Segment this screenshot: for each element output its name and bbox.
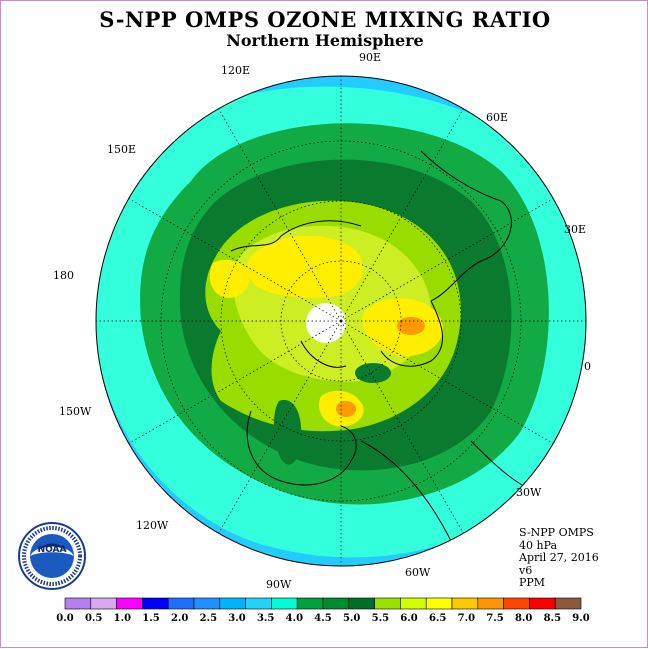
date-label: April 27, 2016: [519, 551, 599, 565]
colorbar-swatch: [219, 597, 246, 610]
longitude-label-90w: 90W: [266, 578, 292, 591]
page-subtitle: Northern Hemisphere: [226, 31, 424, 50]
map-disc-outline: [95, 75, 587, 567]
colorbar-swatch: [503, 597, 530, 610]
graticule: [96, 76, 586, 566]
longitude-label-150e: 150E: [107, 143, 136, 156]
colorbar-tick-label: 3.0: [228, 613, 245, 624]
longitude-label-30e: 30E: [564, 223, 586, 236]
colorbar-swatch: [529, 597, 556, 610]
longitude-label-180: 180: [53, 269, 74, 282]
colorbar: 0.0 0.5 1.0 1.5 2.0 2.5 3.0 3.5 4.0 4.5 5.0 5.5 6.0 6…: [56, 597, 590, 624]
colorbar-swatch: [142, 597, 169, 610]
colorbar-tick-label: 1.0: [114, 613, 131, 624]
colorbar-swatch: [64, 597, 92, 610]
colorbar-tick-label: 3.5: [257, 613, 274, 624]
colorbar-tick-label: 6.5: [429, 613, 446, 624]
units-label: PPM: [519, 576, 546, 590]
colorbar-tick-labels: 0.0 0.5 1.0 1.5 2.0 2.5 3.0 3.5 4.0 4.5 5.0 5.5 6.0 6…: [56, 613, 589, 624]
noaa-logo-text: NOAA: [38, 545, 67, 555]
contour-band-5-0-scandinavia: [355, 363, 391, 383]
longitude-label-150w: 150W: [59, 405, 92, 418]
colorbar-tick-label: 7.5: [486, 613, 503, 624]
colorbar-tick-label: 6.0: [400, 613, 417, 624]
colorbar-swatches: [64, 597, 582, 610]
colorbar-swatch: [296, 597, 324, 610]
colorbar-tick-label: 5.0: [343, 613, 360, 624]
colorbar-swatch: [193, 597, 221, 610]
longitude-labels: 90E 60E 30E 0 30W 60W 90W 120W 150W 180 …: [53, 51, 591, 591]
colorbar-swatch: [348, 597, 375, 610]
colorbar-tick-label: 9.0: [572, 613, 589, 624]
colorbar-swatch: [477, 597, 504, 610]
colorbar-swatch: [374, 597, 401, 610]
colorbar-swatch: [116, 597, 143, 610]
instrument-label: S-NPP OMPS: [519, 526, 594, 539]
colorbar-tick-label: 0.5: [85, 613, 102, 624]
longitude-label-60w: 60W: [405, 566, 431, 579]
colorbar-swatch: [271, 597, 298, 610]
colorbar-swatch: [451, 597, 479, 610]
colorbar-tick-label: 1.5: [142, 613, 159, 624]
contour-band-6-5-north: [246, 235, 364, 298]
colorbar-tick-label: 8.0: [515, 613, 532, 624]
colorbar-swatch: [425, 597, 453, 610]
logo-ring-text: [22, 526, 82, 586]
colorbar-swatch: [167, 597, 195, 610]
colorbar-tick-label: 8.5: [544, 613, 561, 624]
longitude-label-30w: 30W: [516, 486, 542, 499]
colorbar-tick-label: 7.0: [458, 613, 475, 624]
contour-band-6-5-west: [209, 259, 250, 298]
longitude-label-0: 0: [584, 360, 591, 373]
polar-night-no-data: [306, 303, 346, 343]
colorbar-tick-label: 2.0: [171, 613, 188, 624]
colorbar-swatch: [400, 597, 427, 610]
colorbar-tick-label: 4.0: [286, 613, 303, 624]
longitude-label-120e: 120E: [221, 64, 250, 77]
colorbar-tick-label: 2.5: [200, 613, 217, 624]
longitude-label-90e: 90E: [359, 51, 381, 64]
page-title: S-NPP OMPS OZONE MIXING RATIO: [99, 7, 551, 32]
colorbar-swatch: [245, 597, 272, 610]
version-label: v6: [519, 563, 533, 577]
colorbar-swatch: [322, 597, 350, 610]
contour-band-5-0-intrusion: [273, 400, 302, 465]
noaa-logo-icon: NOAA: [18, 522, 86, 590]
colorbar-tick-label: 5.5: [372, 613, 389, 624]
pressure-level-label: 40 hPa: [519, 538, 558, 552]
colorbar-tick-label: 4.5: [314, 613, 331, 624]
colorbar-swatch: [90, 597, 117, 610]
longitude-label-120w: 120W: [136, 519, 169, 532]
metadata-block: S-NPP OMPS 40 hPa April 27, 2016 v6 PPM: [519, 526, 599, 590]
contour-band-7-0-east: [397, 317, 425, 335]
contour-band-7-0-south: [336, 401, 356, 417]
longitude-label-60e: 60E: [486, 111, 508, 124]
colorbar-tick-label: 0.0: [56, 613, 73, 624]
colorbar-swatch: [554, 597, 582, 610]
logo-ring: [22, 526, 82, 586]
ozone-contours: [96, 76, 586, 566]
